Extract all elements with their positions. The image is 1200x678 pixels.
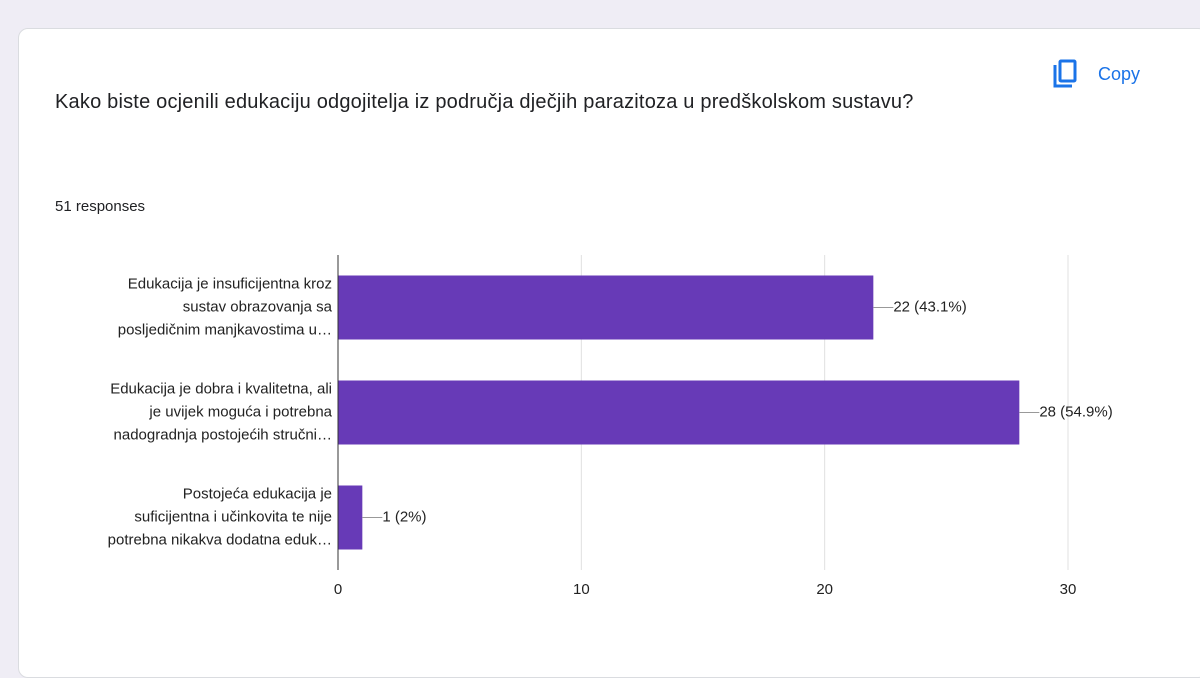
chart: 0 10 20 30 Edukacija je insuficijentna kroz s… [108, 255, 1113, 598]
data-label: 28 (54.9%) [1039, 403, 1112, 420]
y-tick-label: Edukacija je dobra i kvalitetna, ali [110, 380, 332, 397]
x-tick-label: 10 [573, 581, 590, 598]
bar [338, 275, 874, 340]
bar [338, 485, 363, 550]
x-tick-label: 30 [1060, 581, 1077, 598]
copy-label[interactable]: Copy [1098, 63, 1141, 84]
copy-button[interactable]: Copy [1052, 56, 1140, 92]
question-title: Kako biste ocjenili edukaciju odgojitelj… [55, 91, 914, 113]
y-tick-label: sustav obrazovanja sa [183, 298, 333, 315]
y-tick-label: potrebna nikakva dodatna eduk… [108, 531, 332, 548]
page: Kako biste ocjenili edukaciju odgojitelj… [18, 28, 1200, 678]
y-tick-label: je uvijek moguća i potrebna [148, 403, 332, 420]
data-label: 1 (2%) [382, 508, 426, 525]
x-tick-label: 20 [816, 581, 833, 598]
y-tick-label: posljedičnim manjkavostima u… [118, 321, 332, 338]
card [18, 28, 1200, 678]
data-label: 22 (43.1%) [893, 298, 966, 315]
y-tick-label: nadogradnja postojećih stručni… [114, 426, 332, 443]
x-tick-label: 0 [334, 581, 342, 598]
y-tick-label: Edukacija je insuficijentna kroz [128, 275, 332, 292]
response-count: 51 responses [55, 198, 146, 215]
bar [338, 380, 1020, 445]
y-tick-label: suficijentna i učinkovita te nije [134, 508, 332, 525]
y-tick-label: Postojeća edukacija je [183, 485, 332, 502]
copy-icon [1053, 59, 1077, 88]
